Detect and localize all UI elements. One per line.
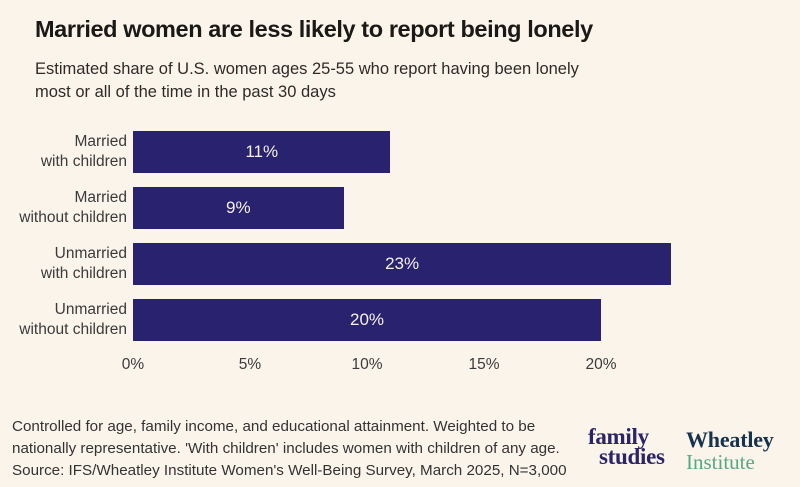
x-axis-tick-label: 0% [121,356,145,373]
category-label: Married with children [0,132,127,173]
x-axis: 0% 5% 10% 15% 20% [0,356,800,376]
bar-row: Unmarried with children 23% [0,243,800,285]
bar-value-label: 23% [385,254,420,273]
subtitle-line-2: most or all of the time in the past 30 d… [35,82,336,101]
wheatley-logo-line1: Wheatley [686,427,774,452]
bar-row: Married without children 9% [0,187,800,229]
source-line: Source: IFS/Wheatley Institute Women's W… [12,462,567,479]
category-label-line: without children [19,321,127,338]
category-label: Unmarried with children [0,244,127,285]
x-axis-tick-label: 20% [585,356,617,373]
wheatley-logo-line2: Institute [686,450,755,474]
bar-rows: Married with children 11% Married without ch… [0,131,800,341]
category-label: Unmarried without children [0,300,127,341]
category-label-line: without children [19,209,127,226]
category-label-line: Unmarried [54,244,127,262]
bar: 20% [133,299,601,341]
wheatley-institute-logo: Wheatley Institute [686,428,774,474]
bar: 11% [133,131,391,173]
bar-value-label: 9% [226,198,251,217]
family-studies-logo-line1: family [588,424,649,449]
footnotes: Controlled for age, family income, and e… [12,416,567,482]
category-label-line: Married [74,188,127,206]
footnote-line: Controlled for age, family income, and e… [12,418,536,435]
category-label-line: Married [74,132,127,150]
footnote-line: nationally representative. 'With childre… [12,440,560,457]
bar-value-label: 20% [349,310,385,329]
bar: 23% [133,243,672,285]
x-axis-tick-label: 5% [238,356,262,373]
x-axis-tick-label: 10% [351,356,383,373]
category-label-line: with children [40,265,127,282]
bar-value-label: 11% [245,142,279,161]
category-label-line: with children [40,153,127,170]
family-studies-logo-line2: studies [599,444,665,469]
bar: 9% [133,187,344,229]
bar-row: Married with children 11% [0,131,800,173]
bar-chart: Married with children 11% Married without ch… [0,131,800,376]
subtitle-line-1: Estimated share of U.S. women ages 25-55… [35,60,579,78]
page-title: Married women are less likely to report … [35,16,593,42]
page-subtitle: Estimated share of U.S. women ages 25-55… [35,58,579,103]
category-label: Married without children [0,188,127,229]
family-studies-logo: family studies [588,424,665,469]
x-axis-tick-label: 15% [468,356,500,373]
category-label-line: Unmarried [54,300,127,318]
bar-row: Unmarried without children 20% [0,299,800,341]
